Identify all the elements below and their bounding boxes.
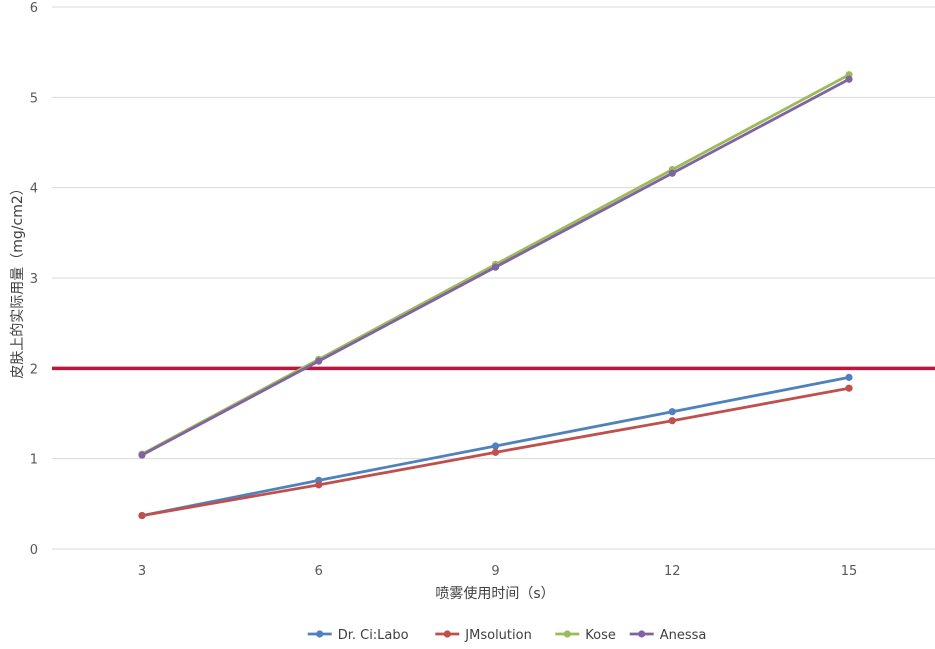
y-axis-title: 皮肤上的实际用量（mg/cm2） <box>10 181 26 378</box>
data-point <box>845 75 853 83</box>
legend-label: Kose <box>585 628 616 643</box>
y-tick-label: 2 <box>30 362 38 377</box>
legend-label: JMsolution <box>464 628 532 643</box>
data-point <box>315 481 323 489</box>
y-tick-label: 3 <box>30 272 38 287</box>
y-tick-label: 6 <box>30 1 38 16</box>
y-tick-label: 0 <box>30 543 38 558</box>
y-tick-label: 4 <box>30 182 38 197</box>
x-tick-label: 12 <box>664 564 681 579</box>
legend-item: Anessa <box>629 628 707 643</box>
legend-label: Dr. Ci:Labo <box>338 628 409 643</box>
y-tick-label: 5 <box>30 91 38 106</box>
data-point <box>845 384 853 392</box>
data-point <box>845 373 853 381</box>
x-axis-ticks: 3 6 9 12 15 <box>138 564 857 579</box>
x-tick-label: 9 <box>491 564 499 579</box>
x-tick-label: 6 <box>315 564 323 579</box>
legend-swatch-marker <box>316 630 324 638</box>
y-axis-ticks: 0 1 2 3 4 5 6 <box>30 1 38 558</box>
gridlines <box>52 6 935 550</box>
data-point <box>668 408 676 416</box>
data-point <box>668 417 676 425</box>
series-3 <box>138 75 853 459</box>
series-group <box>138 71 853 520</box>
series-1 <box>138 384 853 520</box>
legend-swatch-marker <box>443 630 451 638</box>
x-axis-title: 喷雾使用时间（s） <box>435 585 554 602</box>
legend-swatch-marker <box>563 630 571 638</box>
data-point <box>491 448 500 456</box>
x-tick-label: 15 <box>841 564 858 579</box>
legend-swatch-marker <box>638 630 646 638</box>
legend-label: Anessa <box>660 628 707 643</box>
legend-item: Dr. Ci:Labo <box>307 628 409 643</box>
data-point <box>491 442 500 450</box>
data-point <box>668 169 676 177</box>
data-point <box>138 451 146 459</box>
data-point <box>315 357 323 365</box>
data-point <box>491 263 500 271</box>
y-tick-label: 1 <box>30 453 38 468</box>
data-point <box>138 511 146 520</box>
legend-item: Kose <box>555 628 616 643</box>
x-tick-label: 3 <box>138 564 146 579</box>
legend-item: JMsolution <box>435 628 532 643</box>
legend: Dr. Ci:Labo JMsolution Kose Anessa <box>307 628 707 643</box>
